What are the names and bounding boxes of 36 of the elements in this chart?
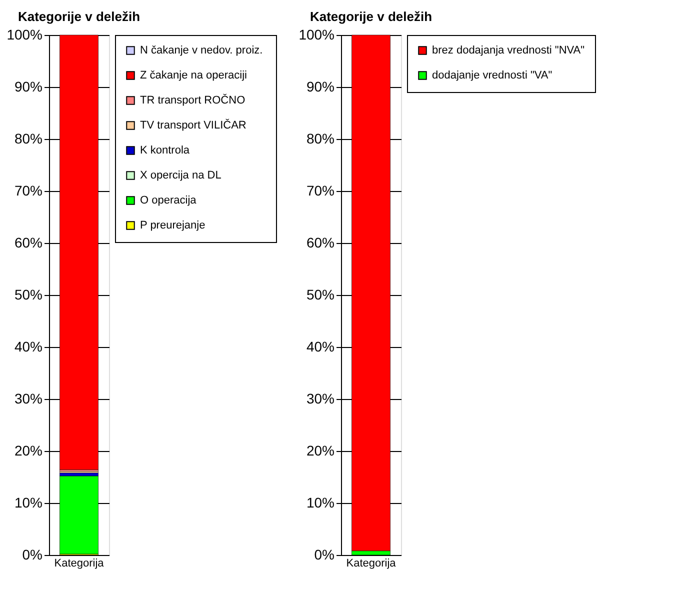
y-tick-label: 50% bbox=[14, 286, 42, 302]
y-tick-label: 10% bbox=[14, 494, 42, 510]
legend-label: O operacija bbox=[140, 194, 198, 206]
y-tick-label: 80% bbox=[14, 130, 42, 146]
chart-title: Kategorije v deležih bbox=[310, 9, 432, 24]
chart-title: Kategorije v deležih bbox=[18, 9, 140, 24]
legend-label: N čakanje v nedov. proiz. bbox=[140, 44, 263, 56]
legend-label: TR transport ROČNO bbox=[140, 94, 246, 106]
y-tick-label: 70% bbox=[14, 182, 42, 198]
y-tick-label: 30% bbox=[306, 390, 334, 406]
legend-label: Z čakanje na operaciji bbox=[140, 70, 248, 82]
x-tick-label: Kategorija bbox=[346, 558, 397, 570]
y-tick-label: 0% bbox=[314, 546, 334, 562]
y-tick-label: 10% bbox=[306, 494, 334, 510]
y-tick-label: 80% bbox=[306, 130, 334, 146]
y-tick-label: 20% bbox=[306, 442, 334, 458]
legend-label: P preurejanje bbox=[140, 220, 206, 232]
legend-label: TV transport VILIČAR bbox=[140, 118, 246, 132]
y-tick-label: 40% bbox=[14, 338, 42, 354]
legend-label: K kontrola bbox=[140, 144, 190, 156]
x-tick-label: Kategorija bbox=[54, 558, 105, 570]
legend-label: brez dodajanja vrednosti "NVA" bbox=[432, 44, 585, 56]
y-tick-label: 30% bbox=[14, 390, 42, 406]
y-tick-label: 0% bbox=[22, 546, 42, 562]
y-tick-label: 100% bbox=[298, 26, 334, 42]
y-tick-label: 90% bbox=[14, 78, 42, 94]
y-tick-label: 60% bbox=[14, 234, 42, 250]
y-tick-label: 50% bbox=[306, 286, 334, 302]
y-tick-label: 20% bbox=[14, 442, 42, 458]
legend-label: dodajanje vrednosti "VA" bbox=[432, 70, 552, 82]
y-tick-label: 100% bbox=[6, 26, 42, 42]
y-tick-label: 40% bbox=[306, 338, 334, 354]
y-tick-label: 90% bbox=[306, 78, 334, 94]
legend-label: X opercija na DL bbox=[140, 170, 222, 182]
y-tick-label: 70% bbox=[306, 182, 334, 198]
y-tick-label: 60% bbox=[306, 234, 334, 250]
